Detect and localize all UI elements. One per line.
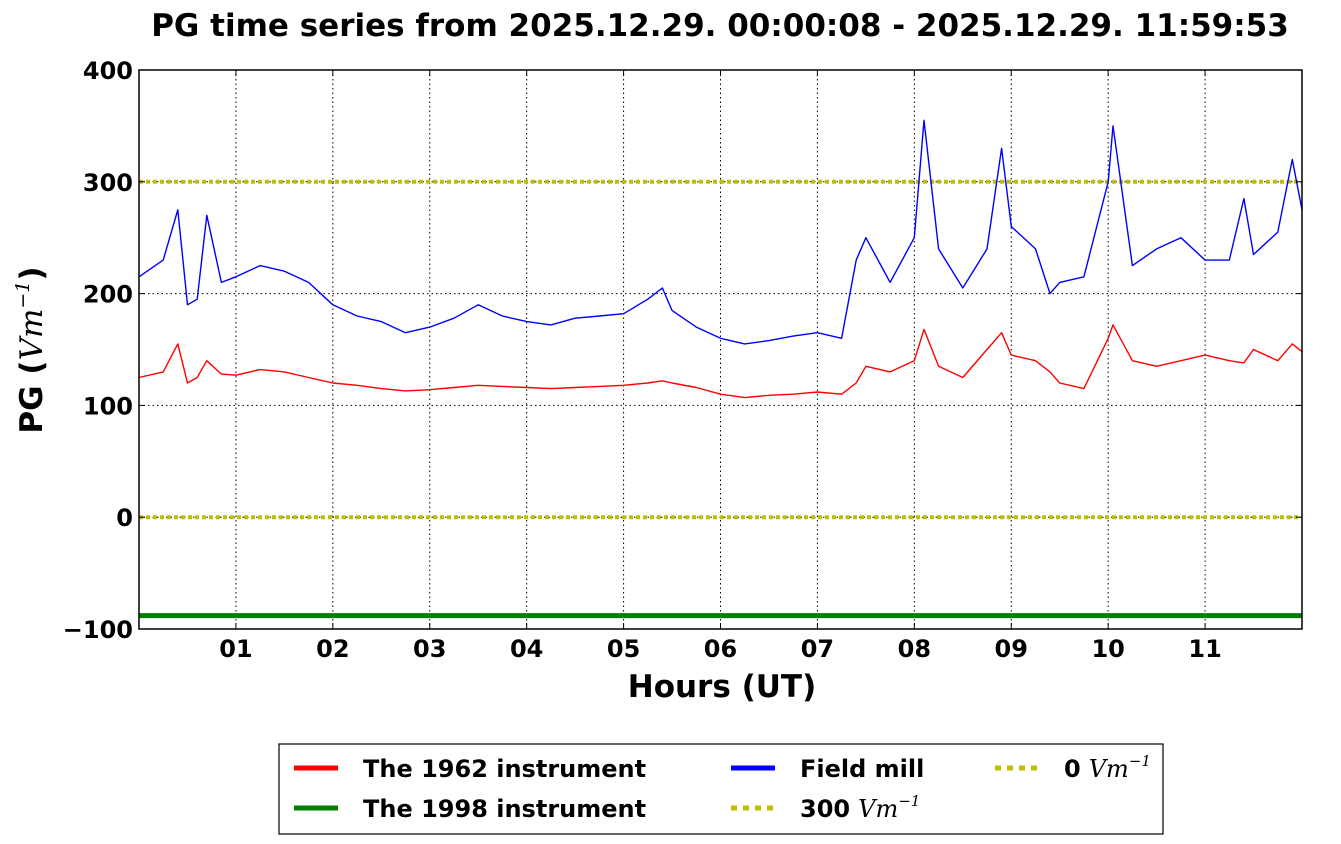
legend-label-unit: Vm — [858, 795, 898, 823]
y-tick-label: 0 — [116, 504, 133, 532]
y-axis-label-exponent: −1 — [12, 281, 34, 309]
legend-label-text: The 1962 instrument — [363, 755, 646, 783]
legend-label: 300 Vm−1 — [800, 792, 920, 823]
legend-label-text: 300 — [800, 795, 850, 823]
y-tick-label: 100 — [83, 392, 133, 420]
legend-label-text: The 1998 instrument — [363, 795, 646, 823]
legend-label-text: 0 — [1064, 755, 1081, 783]
tick-marks — [139, 69, 1302, 630]
x-axis-label: Hours (UT) — [628, 669, 817, 705]
plot-area — [138, 69, 1303, 630]
legend-label: 0 Vm−1 — [1064, 752, 1151, 783]
legend-frame — [278, 743, 1164, 835]
y-tick-label: 300 — [83, 169, 133, 197]
y-axis-label-unit: Vm — [14, 309, 50, 361]
y-axis-label-close: ) — [14, 266, 50, 280]
legend-label-exponent: −1 — [898, 792, 920, 810]
x-tick-label: 10 — [1091, 635, 1124, 663]
series-lines — [138, 119, 1303, 619]
x-tick-label: 06 — [704, 635, 737, 663]
legend-label: Field mill — [800, 755, 924, 783]
legend-label: The 1998 instrument — [363, 795, 646, 823]
series-line-field-mill — [138, 119, 1303, 345]
series-line-the-1962-instrument — [138, 324, 1303, 399]
x-tick-label: 01 — [219, 635, 252, 663]
x-tick-label: 04 — [510, 635, 543, 663]
x-tick-label: 09 — [995, 635, 1028, 663]
legend-label-text: Field mill — [800, 755, 924, 783]
y-tick-label: 400 — [83, 57, 133, 85]
x-tick-label: 07 — [801, 635, 834, 663]
chart-title: PG time series from 2025.12.29. 00:00:08… — [151, 8, 1289, 44]
y-axis-label: PG (Vm−1) — [12, 266, 50, 433]
x-tick-label: 02 — [316, 635, 349, 663]
x-tick-label: 03 — [413, 635, 446, 663]
x-tick-label: 11 — [1188, 635, 1221, 663]
legend-label-unit: Vm — [1089, 755, 1129, 783]
legend-label-exponent: −1 — [1129, 752, 1151, 770]
y-tick-label: 200 — [83, 281, 133, 309]
y-tick-labels: 400 300 200 100 0 −100 — [63, 57, 133, 644]
x-tick-labels: 01 02 03 04 05 06 07 08 09 10 11 — [219, 635, 1222, 663]
legend-label: The 1962 instrument — [363, 755, 646, 783]
y-tick-label: −100 — [63, 616, 133, 644]
x-tick-label: 05 — [607, 635, 640, 663]
x-tick-label: 08 — [898, 635, 931, 663]
y-axis-label-text: PG ( — [14, 360, 50, 433]
